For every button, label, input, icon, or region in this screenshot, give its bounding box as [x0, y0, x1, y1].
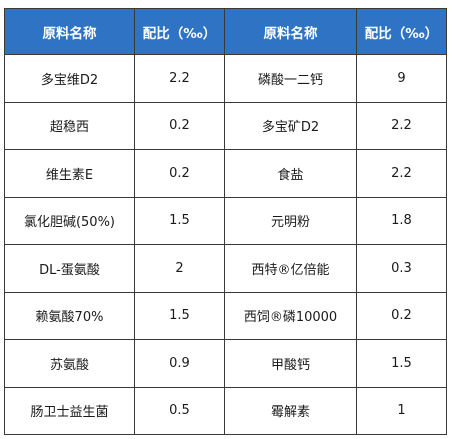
formula-table: 原料名称 配比（‰） 原料名称 配比（‰） 多宝维D2 2.2 磷酸一二钙 9 … — [4, 8, 447, 435]
ingredient-name-cell: 肠卫士益生菌 — [4, 386, 135, 435]
table-row: DL-蛋氨酸 2 西特®亿倍能 0.3 — [4, 244, 447, 293]
ratio-cell: 0.5 — [134, 386, 225, 435]
ingredient-name-cell: 赖氨酸70% — [4, 291, 135, 340]
ratio-cell: 9 — [356, 54, 447, 103]
ratio-cell: 0.2 — [356, 291, 447, 340]
table-row: 维生素E 0.2 食盐 2.2 — [4, 149, 447, 198]
ingredient-name-cell: 西饲®磷10000 — [224, 291, 357, 340]
table-header-row: 原料名称 配比（‰） 原料名称 配比（‰） — [4, 8, 447, 55]
ratio-cell: 1.8 — [356, 196, 447, 245]
header-ratio-2: 配比（‰） — [356, 8, 447, 55]
ingredient-name-cell: 维生素E — [4, 149, 135, 198]
ingredient-name-cell: 多宝维D2 — [4, 54, 135, 103]
ingredient-name-cell: 超稳西 — [4, 101, 135, 150]
ingredient-name-cell: 苏氨酸 — [4, 339, 135, 388]
ratio-cell: 2.2 — [356, 149, 447, 198]
ratio-cell: 1.5 — [356, 339, 447, 388]
ingredient-name-cell: 磷酸一二钙 — [224, 54, 357, 103]
ingredient-name-cell: 元明粉 — [224, 196, 357, 245]
table-row: 多宝维D2 2.2 磷酸一二钙 9 — [4, 54, 447, 103]
table-row: 肠卫士益生菌 0.5 霉解素 1 — [4, 386, 447, 435]
ratio-cell: 0.9 — [134, 339, 225, 388]
ratio-cell: 0.2 — [134, 149, 225, 198]
header-ingredient-name-2: 原料名称 — [224, 8, 357, 55]
table-row: 苏氨酸 0.9 甲酸钙 1.5 — [4, 339, 447, 388]
ingredient-name-cell: 西特®亿倍能 — [224, 244, 357, 293]
header-ratio-1: 配比（‰） — [134, 8, 225, 55]
ingredient-name-cell: 食盐 — [224, 149, 357, 198]
ratio-cell: 2 — [134, 244, 225, 293]
ingredient-name-cell: 多宝矿D2 — [224, 101, 357, 150]
ingredient-name-cell: 氯化胆碱(50%) — [4, 196, 135, 245]
header-ingredient-name-1: 原料名称 — [4, 8, 135, 55]
ingredient-name-cell: DL-蛋氨酸 — [4, 244, 135, 293]
table-row: 超稳西 0.2 多宝矿D2 2.2 — [4, 101, 447, 150]
ratio-cell: 0.3 — [356, 244, 447, 293]
ratio-cell: 1.5 — [134, 196, 225, 245]
ingredient-name-cell: 甲酸钙 — [224, 339, 357, 388]
table-row: 赖氨酸70% 1.5 西饲®磷10000 0.2 — [4, 291, 447, 340]
ratio-cell: 0.2 — [134, 101, 225, 150]
ratio-cell: 2.2 — [134, 54, 225, 103]
ingredient-name-cell: 霉解素 — [224, 386, 357, 435]
ratio-cell: 1.5 — [134, 291, 225, 340]
table-row: 氯化胆碱(50%) 1.5 元明粉 1.8 — [4, 196, 447, 245]
ratio-cell: 1 — [356, 386, 447, 435]
ratio-cell: 2.2 — [356, 101, 447, 150]
